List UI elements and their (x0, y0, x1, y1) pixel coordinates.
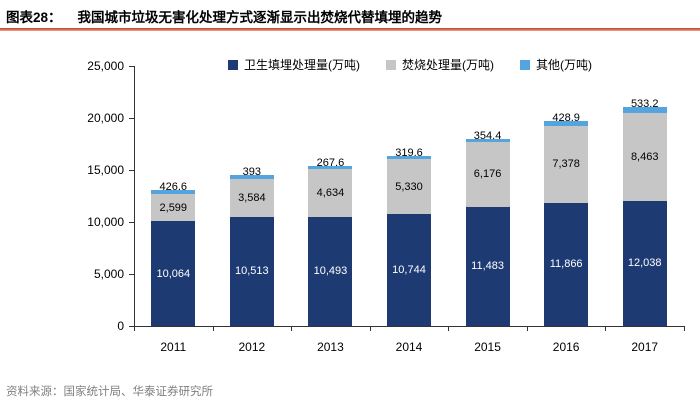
bar-segment-landfill (151, 221, 196, 326)
y-axis-tick (129, 326, 134, 327)
y-axis-tick (129, 118, 134, 119)
bar-value-label: 319.6 (395, 146, 423, 159)
bar-segment-landfill (229, 216, 274, 326)
bar-value-label: 8,463 (630, 150, 659, 163)
bar-value-label: 10,493 (313, 265, 348, 278)
x-axis-tick (526, 326, 528, 331)
legend-label: 焚烧处理量(万吨) (402, 58, 494, 72)
bar-segment-other (308, 165, 353, 169)
bar-segment-incineration (229, 179, 274, 217)
bar-value-label: 12,038 (627, 257, 662, 270)
bar-value-label: 426.6 (159, 180, 188, 193)
bar-value-label: 10,064 (156, 267, 191, 280)
bar-value-label: 6,176 (473, 168, 502, 181)
bar-value-label: 267.6 (316, 156, 345, 169)
x-axis-category-label: 2014 (395, 340, 423, 354)
legend-label: 卫生填埋处理量(万吨) (244, 58, 360, 72)
bar-value-label: 11,866 (549, 258, 583, 271)
legend-label: 其他(万吨) (536, 58, 592, 72)
bar-segment-incineration (465, 142, 510, 207)
x-axis-category-label: 2015 (474, 340, 501, 354)
bar-value-label: 5,330 (395, 180, 423, 193)
y-axis-tick-label: 5,000 (93, 267, 124, 281)
x-axis-tick (605, 326, 607, 331)
bar-segment-landfill (622, 200, 667, 326)
bar-segment-incineration (544, 125, 589, 203)
y-axis-tick-label: 20,000 (87, 111, 124, 125)
bar-value-label: 2,599 (159, 201, 188, 214)
title-divider (0, 28, 700, 31)
y-axis-tick (129, 274, 134, 275)
bar-value-label: 533.2 (630, 98, 659, 111)
bar-value-label: 7,378 (552, 158, 580, 171)
legend-item-landfill: 卫生填埋处理量(万吨) (228, 56, 360, 73)
x-axis-tick (684, 326, 685, 331)
x-axis-tick (369, 326, 371, 331)
x-axis-tick (212, 326, 214, 331)
x-axis-category-label: 2017 (631, 340, 659, 354)
bar-segment-other (622, 107, 667, 113)
y-axis-tick (129, 170, 134, 171)
x-axis-tick (448, 326, 450, 331)
bar-value-label: 428.9 (552, 112, 580, 125)
bar-segment-other (387, 155, 431, 159)
y-axis-tick (129, 222, 134, 223)
bar-value-label: 354.4 (473, 129, 502, 142)
y-axis-tick-label: 15,000 (87, 163, 124, 177)
bar-segment-other (544, 121, 589, 126)
x-axis-category-label: 2016 (552, 340, 580, 354)
x-axis-category-label: 2011 (160, 340, 187, 354)
bar-value-label: 10,513 (235, 265, 269, 278)
y-axis-line (134, 66, 135, 326)
x-axis-category-label: 2013 (317, 340, 344, 354)
bar-segment-landfill (544, 202, 589, 326)
bar-value-label: 393 (242, 166, 262, 179)
chart-legend: 卫生填埋处理量(万吨) 焚烧处理量(万吨) 其他(万吨) (135, 56, 685, 73)
x-axis-category-label: 2012 (238, 340, 266, 354)
figure-header: 图表28： 我国城市垃圾无害化处理方式逐渐显示出焚烧代替填埋的趋势 (6, 6, 442, 26)
bar-segment-incineration (622, 112, 667, 201)
x-axis-tick (134, 326, 135, 331)
source-note: 资料来源：国家统计局、华泰证券研究所 (6, 386, 213, 398)
bar-segment-other (465, 138, 510, 143)
y-axis-tick (129, 66, 134, 67)
bar-segment-landfill (308, 216, 353, 326)
x-axis-tick (291, 326, 293, 331)
x-axis-line (134, 326, 685, 327)
legend-item-other: 其他(万吨) (520, 56, 592, 73)
y-axis-tick-label: 0 (117, 319, 124, 333)
y-axis-tick-label: 10,000 (87, 215, 124, 229)
bar-segment-other (151, 189, 196, 195)
bar-value-label: 3,584 (238, 192, 266, 205)
legend-marker-icon (228, 59, 238, 70)
figure-label: 图表28： (6, 10, 62, 25)
legend-marker-icon (386, 59, 396, 70)
bar-segment-incineration (308, 168, 353, 217)
legend-item-incineration: 焚烧处理量(万吨) (386, 56, 494, 73)
bar-value-label: 11,483 (471, 260, 504, 273)
y-axis-tick-label: 25,000 (87, 59, 124, 73)
legend-marker-icon (520, 59, 530, 70)
bar-value-label: 10,744 (392, 264, 426, 277)
bar-segment-other (229, 175, 274, 180)
bar-segment-incineration (151, 194, 196, 222)
bar-value-label: 4,634 (316, 186, 345, 199)
figure-title: 我国城市垃圾无害化处理方式逐渐显示出焚烧代替填埋的趋势 (77, 10, 443, 25)
bar-segment-landfill (387, 214, 431, 326)
bar-segment-landfill (465, 206, 510, 326)
bar-segment-incineration (387, 158, 431, 215)
